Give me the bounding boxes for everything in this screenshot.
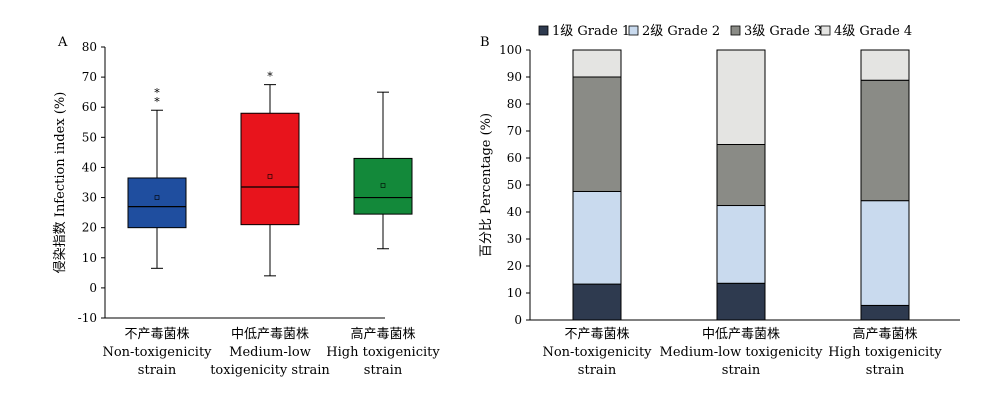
y-tick-label: 10 — [507, 286, 522, 300]
legend-label: 4级 Grade 4 — [834, 24, 912, 39]
panel-b: B 1级 Grade 1 2级 Grade 2 3级 Grade 3 4级 Grade … — [479, 24, 960, 378]
bar-segment-grade-4 — [572, 49, 622, 78]
stacked-bar-1 — [572, 49, 622, 321]
bar-segment-grade-1 — [572, 283, 622, 321]
stacked-bar-3 — [860, 49, 910, 321]
y-tick-label: 30 — [507, 232, 522, 246]
outlier-marker: * — [154, 96, 160, 109]
bar-segment-grade-3 — [716, 144, 766, 207]
category-label: strain — [578, 363, 617, 378]
category-label: 中低产毒菌株 — [231, 327, 309, 342]
legend-swatch — [628, 25, 639, 36]
mean-marker — [380, 183, 386, 188]
y-tick-label: 20 — [507, 259, 522, 273]
y-tick-label: 20 — [82, 221, 97, 235]
category-label: toxigenicity strain — [210, 363, 330, 378]
bar-segment-grade-2 — [716, 205, 766, 284]
y-tick-label: 70 — [82, 70, 97, 84]
legend-item-2: 2级 Grade 2 — [628, 24, 720, 39]
category-label: 不产毒菌株 — [564, 327, 629, 342]
y-tick-label: 90 — [507, 70, 522, 84]
bar-segment-grade-2 — [572, 190, 622, 285]
y-tick-label: 50 — [82, 130, 97, 144]
y-tick-label: 100 — [499, 43, 522, 57]
category-label: High toxigenicity — [828, 345, 942, 360]
category-label: 高产毒菌株 — [852, 326, 917, 342]
bar-segment-grade-4 — [716, 49, 766, 145]
bar-segment-grade-3 — [860, 79, 910, 202]
category-label: strain — [364, 363, 403, 378]
bar-segment-grade-3 — [572, 76, 622, 192]
category-label: 中低产毒菌株 — [702, 327, 780, 342]
outlier-marker: * — [154, 87, 160, 100]
category-label: strain — [138, 363, 177, 378]
category-label: 不产毒菌株 — [124, 327, 189, 342]
legend-label: 2级 Grade 2 — [642, 24, 720, 39]
panel-label: B — [480, 35, 490, 50]
stacked-bar-2 — [716, 49, 766, 321]
bar-segment-grade-2 — [860, 200, 910, 306]
bar-segment-grade-1 — [860, 304, 910, 321]
legend-label: 3级 Grade 3 — [744, 24, 822, 39]
box-3 — [353, 91, 413, 250]
y-tick-label: 0 — [89, 281, 97, 295]
y-tick-label: 60 — [507, 151, 522, 165]
category-label: 高产毒菌株 — [350, 326, 415, 342]
y-tick-label: 50 — [507, 178, 522, 192]
y-tick-label: 70 — [507, 124, 522, 138]
y-tick-label: 80 — [82, 40, 97, 54]
y-tick-label: 80 — [507, 97, 522, 111]
box-2: * — [240, 70, 300, 277]
mean-marker — [267, 174, 273, 179]
y-tick-label: 10 — [82, 251, 97, 265]
mean-marker — [154, 195, 160, 200]
box-1: ** — [127, 87, 187, 269]
category-label: Non-toxigenicity — [542, 345, 652, 360]
legend-swatch — [538, 25, 549, 36]
bar-segment-grade-4 — [860, 49, 910, 81]
category-label: High toxigenicity — [326, 345, 440, 360]
y-tick-label: 30 — [82, 191, 97, 205]
y-tick-label: 40 — [82, 160, 97, 174]
iqr-box — [240, 112, 300, 226]
iqr-box — [353, 157, 413, 215]
iqr-box — [127, 177, 187, 229]
category-label: Medium-low — [229, 345, 311, 360]
panel-a: A -10 0 10 20 30 40 50 60 70 80 侵染指数 Infection inde… — [52, 35, 440, 378]
y-axis-label: 百分比 Percentage (%) — [479, 113, 494, 257]
legend-item-3: 3级 Grade 3 — [730, 24, 822, 39]
category-label: strain — [866, 363, 905, 378]
category-label: strain — [722, 363, 761, 378]
y-tick-label: 60 — [82, 100, 97, 114]
legend-swatch — [730, 25, 741, 36]
legend-swatch — [820, 25, 831, 36]
y-tick-label: 40 — [507, 205, 522, 219]
y-tick-label: 0 — [514, 313, 522, 327]
panel-label: A — [57, 35, 68, 50]
y-axis-label: 侵染指数 Infection index (%) — [52, 92, 68, 274]
legend-item-4: 4级 Grade 4 — [820, 24, 912, 39]
outlier-marker: * — [267, 70, 273, 83]
bar-segment-grade-1 — [716, 282, 766, 321]
y-tick-label: -10 — [78, 311, 97, 325]
category-label: Non-toxigenicity — [102, 345, 212, 360]
legend-label: 1级 Grade 1 — [552, 24, 630, 39]
legend-item-1: 1级 Grade 1 — [538, 24, 630, 39]
category-label: Medium-low toxigenicity — [660, 345, 824, 360]
